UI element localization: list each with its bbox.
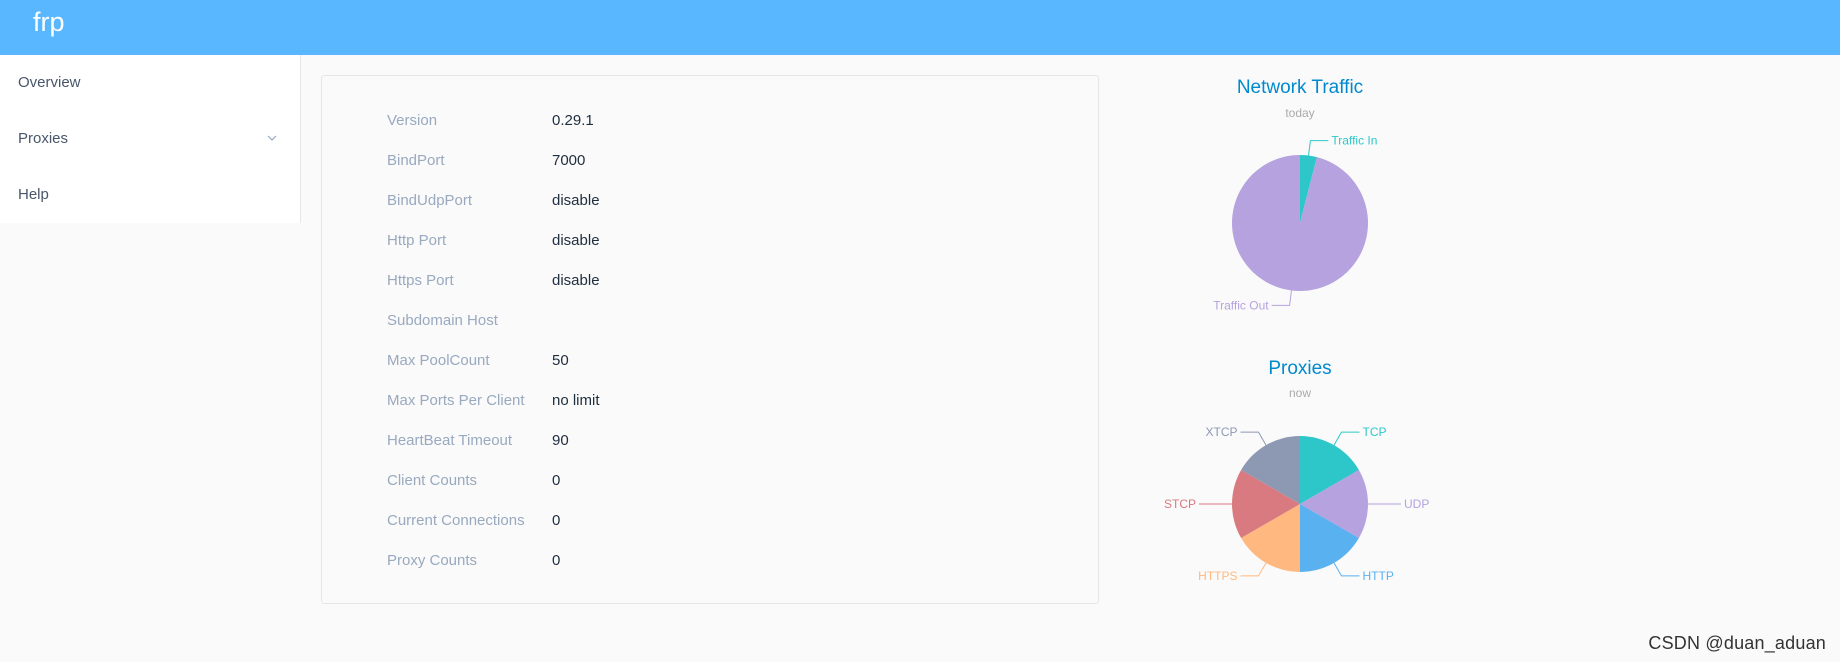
pie-slice-tcp[interactable] [1300,436,1359,504]
info-value: disable [552,232,600,249]
chart-subtitle: today [1285,106,1314,120]
pie-slice-http[interactable] [1300,504,1359,572]
info-value: no limit [552,392,600,409]
pie-slice-xtcp[interactable] [1241,436,1300,504]
pie-slice-https[interactable] [1241,504,1300,572]
slice-label: XTCP [1205,425,1237,439]
leader-line [1333,431,1360,446]
info-value: 0.29.1 [552,112,594,129]
info-label: Https Port [387,272,454,289]
info-label: Proxy Counts [387,552,478,569]
info-label: BindPort [387,152,445,169]
sidebar-item-overview[interactable]: Overview [0,55,300,111]
sidebar-item-help[interactable]: Help [0,167,300,223]
charts-canvas: Network Traffic today Traffic In Traffic Ou… [1164,77,1429,583]
app-logo[interactable]: frp [33,7,65,37]
info-label: Max PoolCount [387,352,490,369]
slice-label: Traffic Out [1213,298,1269,312]
info-label: Max Ports Per Client [387,392,525,409]
pie-chart-1: Proxies now TCP UDP HTTP HTTPS STCP XTCP [1164,358,1429,583]
chart-title: Proxies [1268,358,1331,379]
chart-subtitle: now [1289,386,1311,400]
watermark: CSDN @duan_aduan [1648,633,1826,653]
chevron-down-icon [267,135,277,141]
info-value: 50 [552,352,569,369]
info-value: 0 [552,552,561,569]
info-value: 7000 [552,152,586,169]
info-label: HeartBeat Timeout [387,432,513,449]
top-bar: frp [0,0,1840,55]
leader-line [1240,562,1267,577]
slice-label: STCP [1164,497,1196,511]
info-value: disable [552,192,600,209]
info-label: Current Connections [387,512,525,529]
leader-line [1308,140,1329,156]
info-value: 90 [552,432,569,449]
pie-slice-stcp[interactable] [1232,470,1300,538]
slice-label: HTTPS [1198,569,1237,583]
info-label: Version [387,112,438,129]
slice-label: Traffic In [1331,134,1377,148]
server-info-card: Version 0.29.1 BindPort 7000 BindUdpPort… [321,75,1099,604]
slice-label: UDP [1404,497,1429,511]
slice-label: HTTP [1363,569,1394,583]
info-value: 0 [552,512,561,529]
info-label: BindUdpPort [387,192,473,209]
pie-slice-udp[interactable] [1300,470,1368,538]
sidebar-item-label: Overview [18,74,81,91]
sidebar-item-proxies[interactable]: Proxies [0,111,300,167]
sidebar-menu: Overview Proxies Help [0,55,301,223]
pie-chart-0: Network Traffic today Traffic In Traffic Ou… [1213,77,1377,312]
leader-line [1333,562,1360,577]
pie-slice-traffic-in[interactable] [1300,155,1317,223]
chart-title: Network Traffic [1237,77,1363,98]
info-value: disable [552,272,600,289]
sidebar-item-label: Proxies [18,130,69,147]
info-label: Client Counts [387,472,478,489]
info-label: Http Port [387,232,447,249]
pie-slice-traffic-out[interactable] [1232,155,1368,291]
slice-label: TCP [1363,425,1387,439]
sidebar-item-label: Help [18,186,49,203]
info-label: Subdomain Host [387,312,498,329]
leader-line [1240,431,1267,446]
leader-line [1271,290,1292,306]
info-value: 0 [552,472,561,489]
